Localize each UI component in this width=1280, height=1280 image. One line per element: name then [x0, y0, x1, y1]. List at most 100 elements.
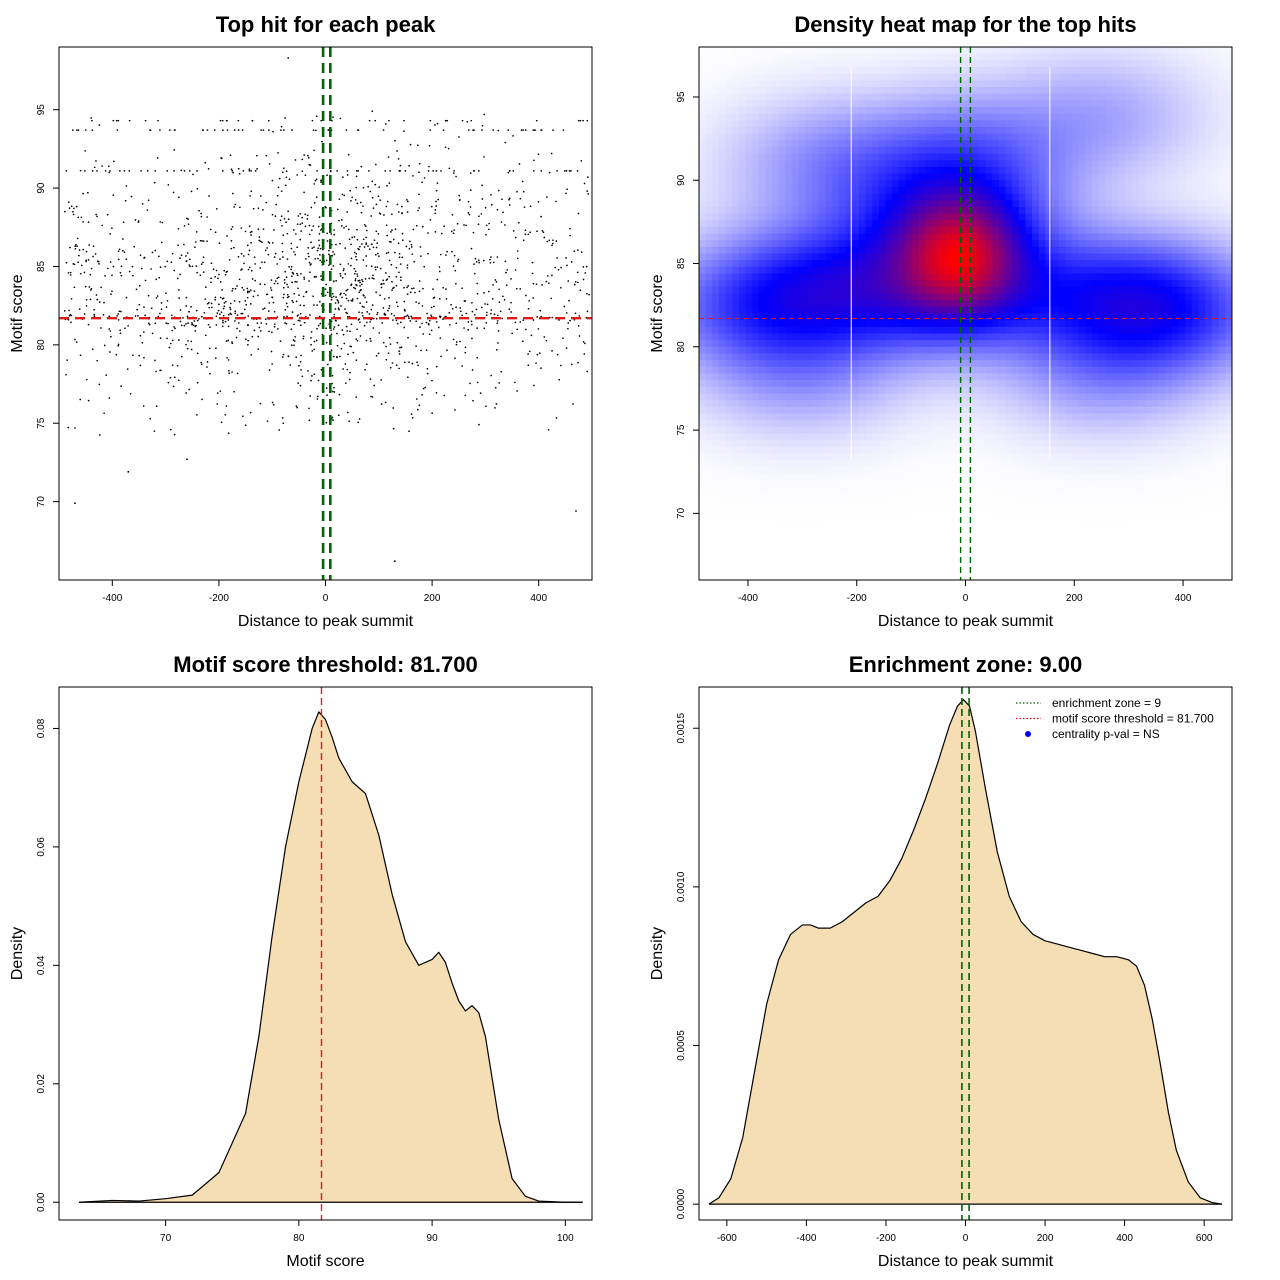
heatmap-cell — [925, 233, 933, 241]
scatter-point — [284, 184, 287, 187]
scatter-point — [514, 236, 517, 239]
heatmap-cell — [985, 240, 993, 248]
heatmap-cell — [892, 53, 900, 61]
heatmap-cell — [1098, 193, 1107, 201]
heatmap-cell — [1092, 126, 1100, 135]
heatmap-cell — [818, 126, 827, 135]
scatter-point — [300, 230, 303, 232]
heatmap-cell — [1085, 260, 1093, 268]
heatmap-cell — [778, 260, 787, 268]
heatmap-cell — [958, 93, 967, 101]
heatmap-cell — [1172, 93, 1180, 101]
scatter-point — [236, 285, 238, 287]
heatmap-cell — [805, 146, 813, 155]
heatmap-cell — [892, 146, 900, 155]
heatmap-cell — [1225, 226, 1232, 235]
scatter-point — [224, 273, 227, 276]
heatmap-cell — [1132, 113, 1140, 121]
heatmap-cell — [892, 200, 900, 208]
scatter-point — [518, 163, 521, 165]
scatter-point — [137, 221, 140, 223]
heatmap-cell — [1225, 133, 1232, 141]
scatter-point — [202, 129, 204, 131]
heatmap-cell — [1152, 53, 1160, 61]
heatmap-cell — [998, 226, 1007, 235]
heatmap-cell — [745, 60, 753, 68]
heatmap-cell — [885, 100, 893, 108]
scatter-point — [271, 363, 273, 365]
heatmap-cell — [1145, 53, 1153, 61]
heatmap-cell — [818, 173, 827, 181]
heatmap-cell — [752, 233, 760, 241]
heatmap-cell — [1065, 240, 1073, 248]
scatter-point — [198, 209, 200, 212]
heatmap-cell — [998, 213, 1007, 221]
heatmap-cell — [765, 106, 773, 115]
scatter-point — [401, 212, 403, 214]
heatmap-cell — [792, 253, 800, 261]
scatter-point — [291, 275, 293, 278]
scatter-point — [455, 341, 458, 343]
heatmap-cell — [1145, 266, 1153, 275]
heatmap-cell — [898, 286, 907, 295]
heatmap-cell — [1038, 126, 1047, 135]
scatter-point — [452, 265, 455, 267]
heatmap-cell — [1125, 66, 1133, 75]
heatmap-cell — [1072, 300, 1080, 308]
heatmap-cell — [1192, 166, 1200, 175]
heatmap-cell — [718, 113, 727, 121]
scatter-point — [477, 259, 480, 262]
heatmap-cell — [1192, 226, 1200, 235]
scatter-point — [562, 337, 564, 340]
heatmap-cell — [945, 113, 953, 121]
scatter-point — [537, 153, 540, 156]
heatmap-cell — [785, 300, 793, 308]
heatmap-cell — [1072, 73, 1080, 81]
scatter-point — [394, 228, 397, 231]
heatmap-cell — [1138, 200, 1146, 208]
heatmap-cell — [745, 166, 753, 175]
heatmap-cell — [1005, 47, 1013, 55]
heatmap-cell — [952, 246, 960, 255]
heatmap-cell — [1192, 93, 1200, 101]
heatmap-cell — [932, 266, 940, 275]
scatter-point — [315, 339, 318, 342]
scatter-point — [85, 304, 88, 307]
heatmap-cell — [1092, 140, 1100, 148]
heatmap-cell — [985, 53, 993, 61]
scatter-point — [335, 243, 337, 246]
scatter-point — [406, 264, 409, 267]
scatter-point — [94, 253, 97, 255]
scatter-point — [496, 320, 499, 322]
scatter-point — [570, 169, 572, 172]
scatter-point — [309, 395, 312, 397]
heatmap-cell — [972, 266, 980, 275]
heatmap-cell — [985, 153, 993, 161]
heatmap-cell — [1018, 86, 1027, 95]
scatter-point — [343, 194, 346, 197]
y-tick-label: 80 — [676, 341, 687, 353]
scatter-point — [173, 169, 175, 172]
heatmap-cell — [992, 286, 1000, 295]
heatmap-cell — [1032, 126, 1040, 135]
heatmap-cell — [1218, 300, 1226, 308]
heatmap-cell — [1125, 213, 1133, 221]
scatter-point — [286, 315, 288, 318]
heatmap-cell — [792, 200, 800, 208]
scatter-point — [158, 276, 161, 279]
scatter-point — [313, 183, 316, 185]
scatter-point — [326, 174, 328, 177]
heatmap-cell — [1212, 273, 1220, 281]
heatmap-cell — [785, 306, 793, 315]
scatter-point — [112, 265, 115, 268]
heatmap-cell — [978, 113, 987, 121]
scatter-point — [357, 421, 360, 424]
scatter-point — [313, 202, 316, 204]
heatmap-cell — [918, 266, 927, 275]
heatmap-cell — [1072, 93, 1080, 101]
heatmap-cell — [978, 266, 987, 275]
heatmap-cell — [972, 273, 980, 281]
heatmap-cell — [892, 140, 900, 148]
scatter-point — [510, 277, 512, 280]
heatmap-cell — [1185, 280, 1193, 288]
